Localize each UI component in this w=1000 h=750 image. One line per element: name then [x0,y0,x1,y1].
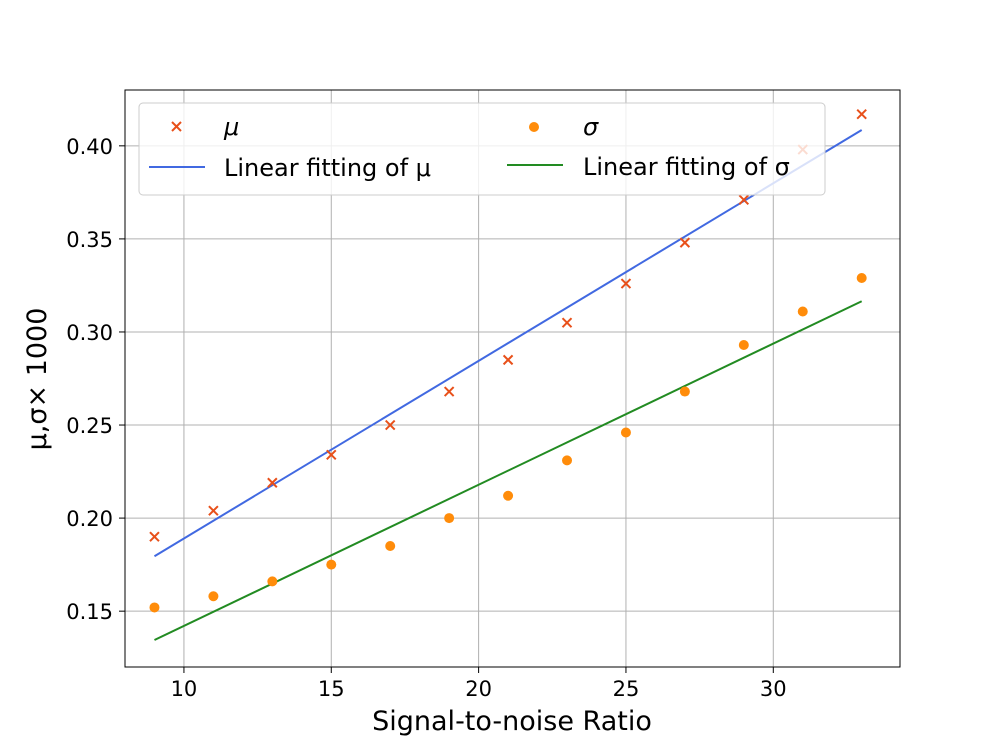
mu-point [443,386,455,397]
sigma-point [444,513,455,524]
mu-point [502,354,514,366]
x-tick-label: 20 [465,677,492,701]
legend-label-fit-sigma: Linear fitting of σ [583,153,790,181]
sigma-point [385,541,396,552]
y-tick-label: 0.15 [66,600,113,624]
sigma-point [503,490,514,501]
x-axis-title: Signal-to-noise Ratio [372,706,652,737]
legend-box [138,102,826,196]
x-tick-label: 10 [171,677,198,701]
sigma-point [267,576,278,587]
sigma-point [149,602,160,613]
mu-point [385,419,396,431]
y-axis-title: μ,σ× 1000 [22,308,53,451]
y-tick-label: 0.40 [66,135,113,159]
mu-point [856,108,867,120]
sigma-point [679,386,690,397]
legend-marker-sigma [529,122,539,132]
mu-point [738,194,750,206]
x-tick-label: 30 [760,677,787,701]
sigma-point [562,455,573,466]
mu-point [208,505,219,516]
sigma-point [208,591,219,602]
sigma-point [856,272,867,283]
mu-point [326,449,337,461]
sigma-point [797,306,808,317]
mu-point [149,531,160,542]
legend-label-mu: μ [223,113,239,141]
y-tick-label: 0.25 [66,414,113,438]
legend-label-sigma: σ [583,113,599,141]
y-tick-label: 0.30 [66,321,113,345]
mu-point [679,237,691,248]
sigma-point [326,559,337,570]
sigma-point [738,339,749,350]
y-tick-label: 0.35 [66,228,113,252]
legend-label-fit-mu: Linear fitting of μ [224,154,431,182]
plot-frame [124,89,901,668]
mu-point [267,477,278,488]
fit-line-3 [154,300,863,641]
mu-point [561,317,573,328]
ticks: 10 15 20 25 30 0.15 0.20 0.25 0.30 0.35 0.40 [66,135,786,701]
x-tick-label: 15 [318,677,345,701]
mu-point [620,278,632,289]
sigma-point [620,427,631,438]
legend: μ σ Linear fitting of μ Linear fitting o… [138,102,826,196]
legend-marker-mu [171,121,182,132]
x-tick-label: 25 [613,677,640,701]
y-tick-label: 0.20 [66,507,113,531]
fit-lines [153,129,863,641]
